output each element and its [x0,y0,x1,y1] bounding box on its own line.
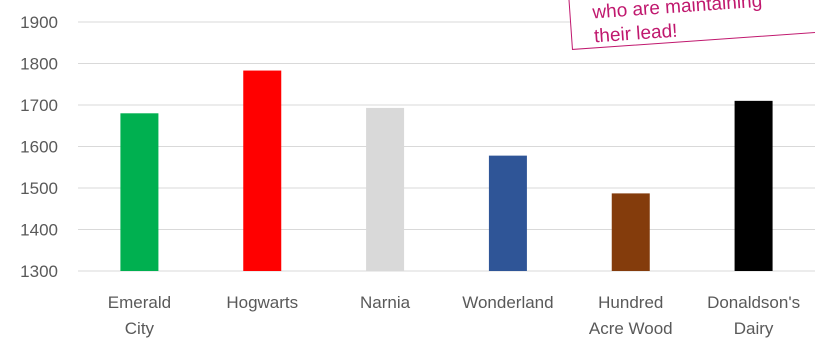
y-axis-ticks: 1300 1400 1500 1600 1700 1800 1900 [20,13,58,281]
y-tick-label: 1700 [20,96,58,115]
y-tick-label: 1900 [20,13,58,32]
x-tick-label: Hundred Acre Wood [589,293,673,338]
y-tick-label: 1500 [20,179,58,198]
bar [120,113,159,271]
x-axis-labels: Emerald City Hogwarts Narnia Wonderland Hundr… [108,293,800,338]
bar [611,193,650,271]
bar [488,155,527,271]
bar [243,70,282,272]
y-tick-label: 1600 [20,138,58,157]
y-tick-label: 1300 [20,262,58,281]
x-tick-label: Narnia [360,293,411,312]
y-tick-label: 1400 [20,221,58,240]
bars [120,70,773,272]
x-tick-label: Donaldson's Dairy [707,293,800,338]
y-tick-label: 1800 [20,55,58,74]
x-tick-label: Emerald City [108,293,171,338]
bar [366,107,405,271]
bar [734,100,773,271]
gridlines [78,21,815,272]
x-tick-label: Wonderland [462,293,553,312]
x-tick-label: Hogwarts [226,293,298,312]
